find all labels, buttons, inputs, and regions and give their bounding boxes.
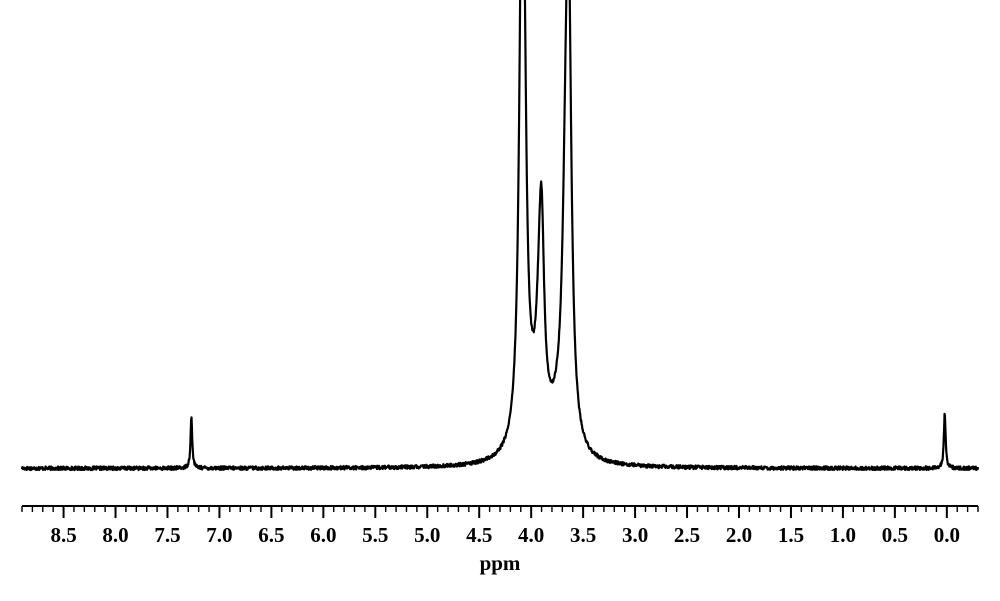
x-tick-label: 5.5	[362, 523, 388, 547]
x-tick-label: 6.5	[258, 523, 284, 547]
x-tick-label: 2.0	[726, 523, 752, 547]
x-tick-label: 6.0	[310, 523, 336, 547]
x-axis-title: ppm	[480, 551, 521, 575]
x-tick-label: 5.0	[414, 523, 440, 547]
x-tick-label: 0.0	[934, 523, 960, 547]
nmr-spectrum-chart: 8.5 8.0 7.5 7.0 6.5 6.0 5.5 5.0 4.5 4.0 3.5 3.0 2.5 2…	[0, 0, 1000, 601]
x-tick-label: 3.5	[570, 523, 596, 547]
x-tick-label: 7.0	[206, 523, 232, 547]
x-tick-label: 4.5	[466, 523, 492, 547]
x-tick-label: 3.0	[622, 523, 648, 547]
x-tick-label: 8.5	[50, 523, 76, 547]
x-tick-label: 8.0	[102, 523, 128, 547]
x-tick-label: 7.5	[154, 523, 180, 547]
x-tick-label: 1.5	[778, 523, 804, 547]
x-tick-label: 2.5	[674, 523, 700, 547]
x-tick-label: 0.5	[882, 523, 908, 547]
x-tick-label: 1.0	[830, 523, 856, 547]
x-tick-label: 4.0	[518, 523, 544, 547]
chart-svg: 8.5 8.0 7.5 7.0 6.5 6.0 5.5 5.0 4.5 4.0 3.5 3.0 2.5 2…	[0, 0, 1000, 601]
